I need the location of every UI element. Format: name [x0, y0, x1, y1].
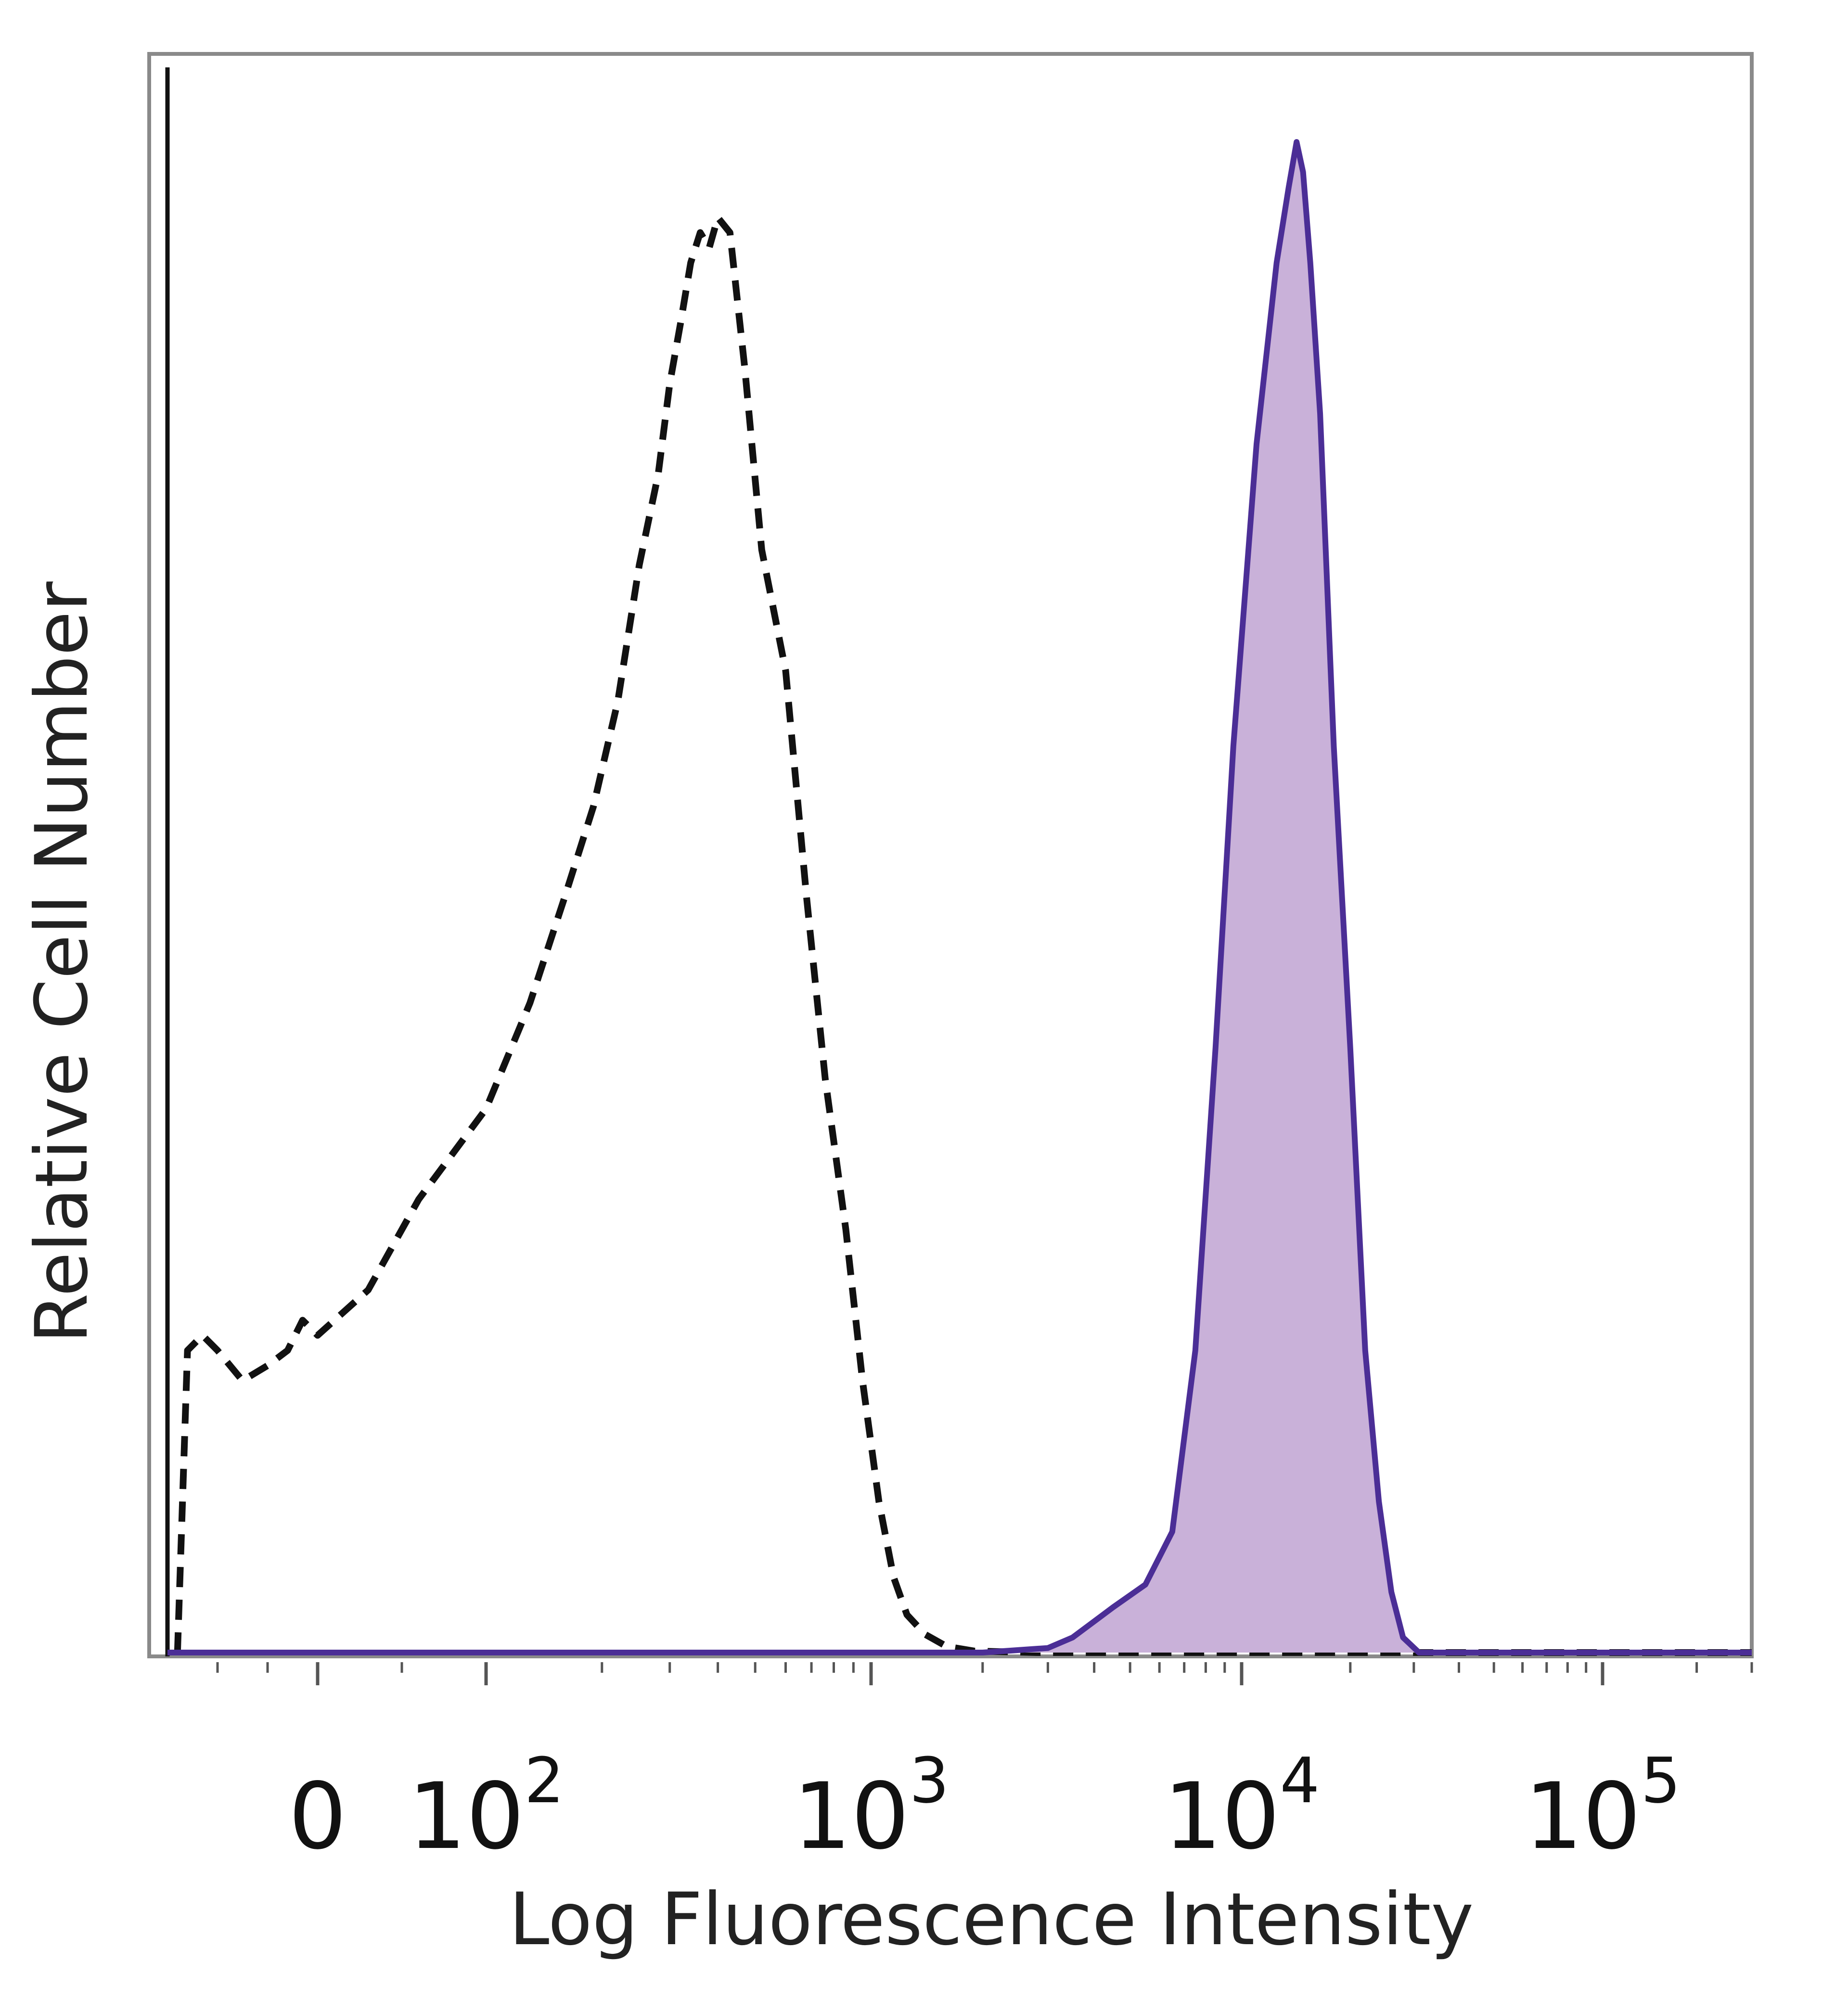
- plot-area: [147, 52, 1754, 1685]
- x-tick-label-5: 105: [1525, 1744, 1681, 1870]
- y-axis: Relative Cell Number: [20, 581, 104, 1344]
- x-tick-label-2: 102: [408, 1744, 565, 1870]
- x-axis-title: Log Fluorescence Intensity: [509, 1878, 1474, 1962]
- x-axis: 0 102 103 104 105 Log Fluorescence Inten…: [289, 1744, 1681, 1962]
- x-tick-label-0: 0: [289, 1763, 347, 1870]
- y-axis-title: Relative Cell Number: [20, 581, 104, 1344]
- x-tick-label-3: 103: [793, 1744, 950, 1870]
- series-0-line: [174, 214, 1752, 1656]
- plot-frame: [147, 52, 1754, 1658]
- series-layer: [167, 139, 1752, 1656]
- minor-ticks: [216, 1662, 1753, 1685]
- x-tick-label-4: 104: [1164, 1744, 1320, 1870]
- series-1-fill: [167, 142, 1752, 1653]
- series-1-line: [167, 139, 1752, 1655]
